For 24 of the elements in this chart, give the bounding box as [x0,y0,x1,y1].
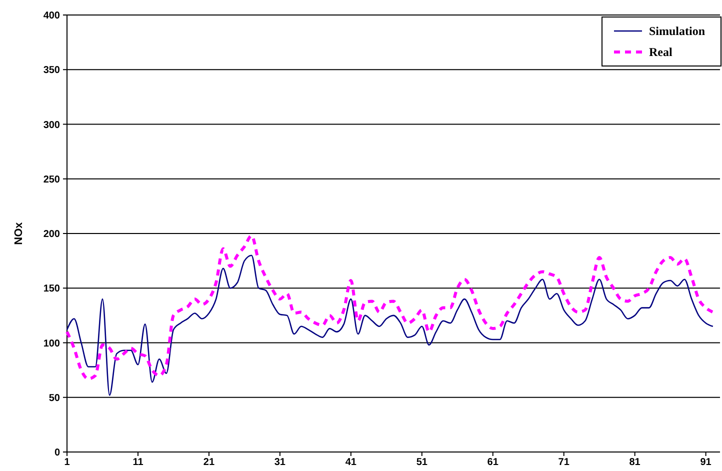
y-tick-label: 400 [43,10,60,22]
legend-label: Real [649,45,673,59]
y-tick-label: 250 [43,174,60,186]
x-tick-label: 11 [132,457,144,468]
x-tick-label: 91 [700,457,712,468]
y-tick-label: 150 [43,284,60,295]
y-tick-label: 200 [43,229,60,240]
x-tick-label: 1 [64,457,70,468]
legend-label: Simulation [649,24,706,38]
x-tick-label: 81 [629,457,641,468]
y-tick-label: 100 [43,338,60,350]
y-tick-label: 0 [54,448,60,458]
y-axis-title: NOx [13,221,25,245]
y-tick-label: 300 [43,120,60,131]
x-tick-label: 61 [487,457,499,468]
line-series [66,234,714,380]
x-tick-label: 71 [558,457,570,468]
x-tick-label: 51 [416,457,428,468]
x-tick-label: 31 [274,457,286,468]
line-series [66,254,714,396]
y-tick-label: 50 [48,392,60,404]
x-tick-label: 41 [345,457,357,468]
y-tick-label: 350 [43,65,60,76]
x-tick-label: 21 [203,457,215,468]
